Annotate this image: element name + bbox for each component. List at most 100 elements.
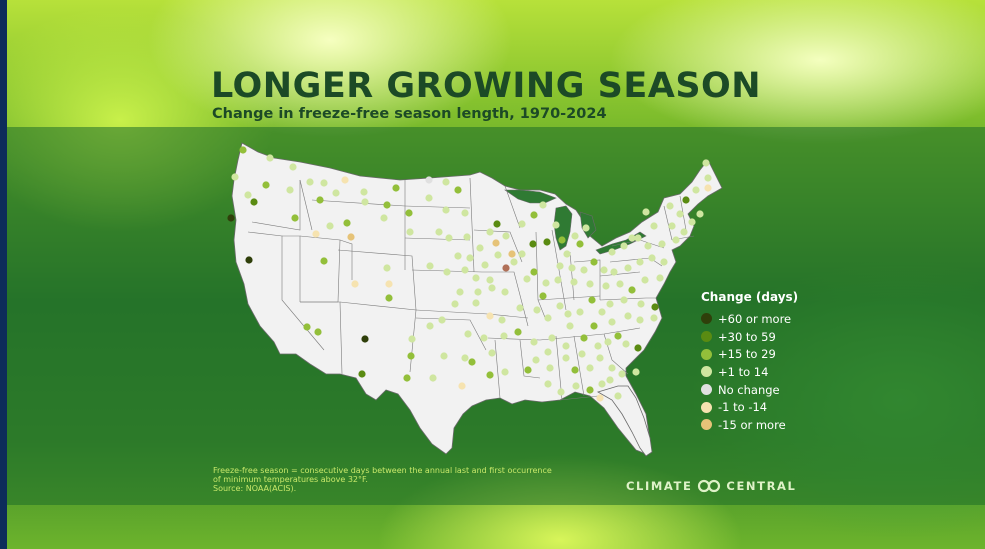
station-marker [250,198,258,206]
station-marker [624,312,632,320]
station-marker [464,330,472,338]
station-marker [656,274,664,282]
legend-swatch [701,331,712,343]
station-marker [620,296,628,304]
station-marker [530,268,538,276]
station-marker [326,222,334,230]
station-marker [704,174,712,182]
station-marker [245,256,253,264]
lake-superior [504,189,557,204]
station-marker [530,338,538,346]
station-marker [407,352,415,360]
station-marker [588,296,596,304]
station-marker [518,220,526,228]
station-marker [568,264,576,272]
station-marker [406,228,414,236]
station-marker [596,394,604,402]
station-marker [231,173,239,181]
station-marker [332,189,340,197]
station-marker [440,352,448,360]
station-marker [596,354,604,362]
station-marker [576,240,584,248]
station-marker [614,332,622,340]
station-marker [704,184,712,192]
station-marker [502,232,510,240]
legend-item-plus15: +15 to 29 [701,345,798,363]
station-marker [463,233,471,241]
station-marker [529,240,537,248]
station-marker [510,258,518,266]
station-marker [425,194,433,202]
station-marker [458,382,466,390]
legend-item-plus60: +60 or more [701,310,798,328]
station-marker [571,366,579,374]
station-marker [262,181,270,189]
station-marker [385,294,393,302]
florida-peninsula [596,385,653,457]
station-marker [636,316,644,324]
station-marker [498,316,506,324]
station-marker [429,374,437,382]
station-marker [361,335,369,343]
station-marker [702,159,710,167]
station-marker [286,186,294,194]
station-marker [578,350,586,358]
station-marker [405,209,413,217]
climate-central-logo: CLIMATE CENTRAL [626,479,796,493]
station-marker [546,364,554,372]
station-marker [481,261,489,269]
station-marker [558,236,566,244]
station-marker [618,370,626,378]
station-marker [451,300,459,308]
station-marker [608,364,616,372]
station-marker [306,178,314,186]
station-marker [650,314,658,322]
station-marker [606,376,614,384]
legend-item-plus30: +30 to 59 [701,328,798,346]
station-marker [614,392,622,400]
station-marker [616,280,624,288]
station-marker [480,334,488,342]
station-marker [586,386,594,394]
station-marker [488,349,496,357]
legend-label: +60 or more [718,311,792,326]
station-marker [608,318,616,326]
station-marker [590,258,598,266]
station-marker [660,258,668,266]
legend-swatch [701,384,712,396]
station-marker [524,366,532,374]
station-marker [408,335,416,343]
station-marker [383,264,391,272]
station-marker [692,186,700,194]
station-marker [530,211,538,219]
station-marker [682,196,690,204]
station-marker [533,306,541,314]
station-marker [403,374,411,382]
station-marker [351,280,359,288]
station-marker [620,242,628,250]
station-marker [642,208,650,216]
station-marker [514,328,522,336]
station-marker [341,176,349,184]
station-marker [562,354,570,362]
legend-label: No change [718,382,780,397]
infinity-loops-icon [698,479,721,493]
station-marker [266,154,274,162]
station-marker [454,186,462,194]
station-marker [608,248,616,256]
station-marker [628,234,636,242]
station-marker [426,262,434,270]
legend-label: +15 to 29 [718,347,776,362]
station-marker [227,214,235,222]
station-marker [543,238,551,246]
station-marker [358,370,366,378]
legend-label: +1 to 14 [718,364,769,379]
station-markers [227,146,712,402]
station-marker [696,210,704,218]
lake-huron [579,211,597,239]
legend-item-minus15: -15 or more [701,416,798,434]
station-marker [668,222,676,230]
station-marker [488,284,496,292]
station-marker [360,188,368,196]
station-marker [628,286,636,294]
